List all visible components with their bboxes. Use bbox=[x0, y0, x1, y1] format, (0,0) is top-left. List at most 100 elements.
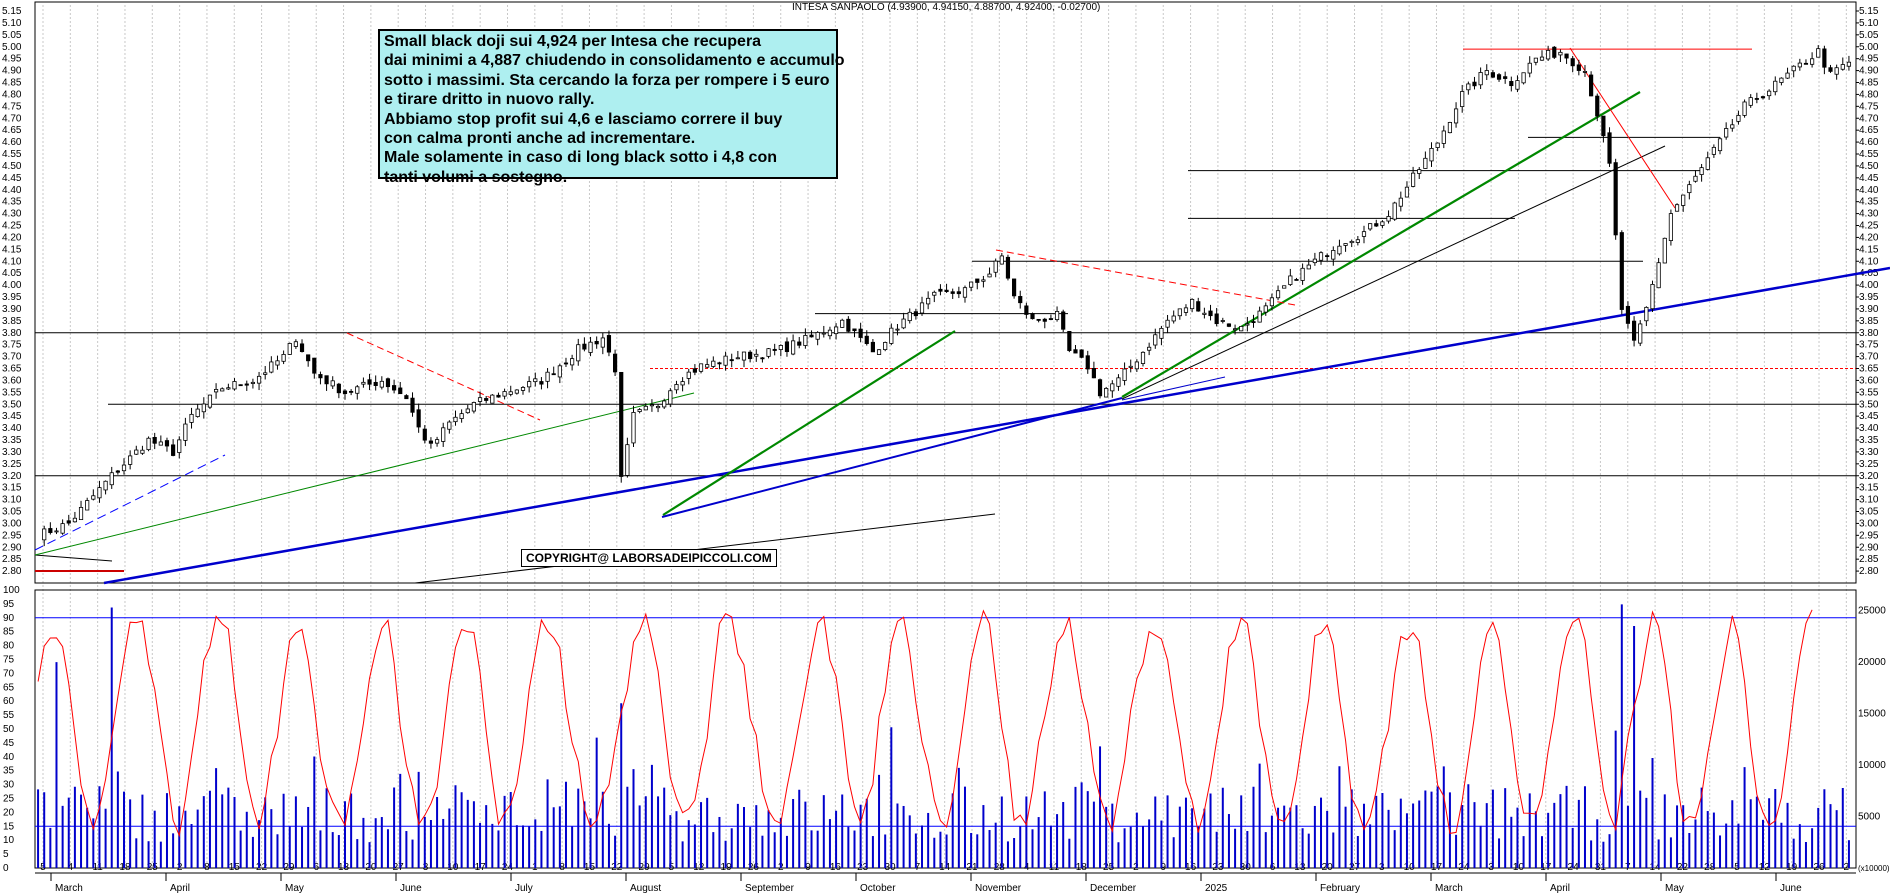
candle-body bbox=[1423, 157, 1428, 169]
candle-body bbox=[1337, 245, 1342, 255]
candle-body bbox=[1380, 221, 1385, 226]
trendline bbox=[1121, 91, 1641, 398]
price-tick-label-left: 4.45 bbox=[2, 173, 22, 184]
day-tick-label: 13 bbox=[338, 862, 350, 873]
price-tick-label-right: 3.65 bbox=[1859, 364, 1879, 375]
month-label: April bbox=[170, 883, 190, 894]
oscillator-tick-label: 60 bbox=[3, 696, 15, 707]
candle-body bbox=[1785, 72, 1790, 79]
candle-body bbox=[1711, 146, 1716, 155]
candle-body bbox=[797, 341, 802, 346]
note-line: tanti volumi a sostegno. bbox=[384, 168, 568, 186]
ohlc-readout: (4.93900, 4.94150, 4.88700, 4.92400, -0.… bbox=[887, 2, 1101, 13]
price-tick-label-left: 4.60 bbox=[2, 137, 22, 148]
note-line: e tirare dritto in nuovo rally. bbox=[384, 91, 595, 109]
analysis-note-box: Small black doji sui 4,924 per Intesa ch… bbox=[378, 29, 845, 186]
day-tick-label: 28 bbox=[1704, 862, 1716, 873]
candle-body bbox=[1343, 243, 1348, 246]
candle-body bbox=[705, 364, 710, 368]
price-tick-label-right: 4.55 bbox=[1859, 149, 1879, 160]
oscillator-tick-label: 40 bbox=[3, 752, 15, 763]
candle-body bbox=[1484, 70, 1489, 76]
price-tick-label-left: 2.90 bbox=[2, 542, 22, 553]
trendline bbox=[1121, 145, 1666, 400]
candle-body bbox=[981, 279, 986, 282]
day-tick-label: 31 bbox=[1595, 862, 1607, 873]
candle-body bbox=[1693, 175, 1698, 182]
candle-body bbox=[1097, 379, 1103, 397]
oscillator-tick-label: 35 bbox=[3, 766, 15, 777]
candle-body bbox=[1662, 237, 1667, 264]
candle-body bbox=[312, 357, 317, 374]
day-tick-label: 30 bbox=[1240, 862, 1252, 873]
instrument-name: INTESA SANPAOLO bbox=[792, 2, 885, 13]
price-tick-label-right: 4.05 bbox=[1859, 268, 1879, 279]
candle-body bbox=[1042, 318, 1047, 322]
volume-tick-label: 20000 bbox=[1858, 657, 1886, 668]
day-tick-label: 8 bbox=[559, 862, 565, 873]
volume-tick-label: 25000 bbox=[1858, 606, 1886, 617]
candle-body bbox=[1797, 62, 1802, 68]
candle-body bbox=[1533, 57, 1538, 63]
candle-body bbox=[459, 413, 464, 419]
oscillator-tick-label: 20 bbox=[3, 807, 15, 818]
candle-body bbox=[1417, 169, 1422, 174]
candle-body bbox=[588, 341, 593, 353]
candle-body bbox=[336, 383, 341, 394]
price-tick-label-left: 4.20 bbox=[2, 232, 22, 243]
candle-body bbox=[1361, 231, 1367, 237]
price-tick-label-right: 3.10 bbox=[1859, 495, 1879, 506]
price-tick-label-left: 3.70 bbox=[2, 352, 22, 363]
candle-body bbox=[1803, 62, 1809, 65]
trendline bbox=[103, 266, 1890, 585]
candle-body bbox=[398, 387, 403, 395]
oscillator-tick-label: 0 bbox=[3, 863, 9, 874]
price-tick-label-left: 3.30 bbox=[2, 447, 22, 458]
candle-body bbox=[1085, 355, 1090, 370]
candle-body bbox=[66, 520, 71, 524]
candle-body bbox=[674, 384, 679, 391]
price-tick-label-right: 3.50 bbox=[1859, 399, 1879, 410]
month-label: May bbox=[285, 883, 304, 894]
price-tick-label-left: 4.70 bbox=[2, 113, 22, 124]
price-tick-label-left: 2.95 bbox=[2, 530, 22, 541]
price-tick-label-right: 4.00 bbox=[1859, 280, 1879, 291]
oscillator-tick-label: 65 bbox=[3, 682, 15, 693]
day-tick-label: 9 bbox=[1160, 862, 1166, 873]
candle-body bbox=[1165, 319, 1170, 328]
price-tick-label-left: 3.35 bbox=[2, 435, 22, 446]
candle-body bbox=[508, 391, 513, 395]
candle-body bbox=[1773, 80, 1778, 93]
candle-body bbox=[183, 423, 188, 441]
day-tick-label: 24 bbox=[1458, 862, 1470, 873]
trendline bbox=[34, 392, 695, 556]
candle-body bbox=[1674, 204, 1680, 212]
candle-body bbox=[1570, 58, 1575, 67]
month-label: March bbox=[55, 883, 83, 894]
candle-body bbox=[791, 340, 796, 355]
note-line: Small black doji sui 4,924 per Intesa ch… bbox=[384, 33, 762, 50]
candle-body bbox=[1196, 301, 1201, 312]
candle-body bbox=[944, 289, 949, 293]
price-tick-label-right: 3.80 bbox=[1859, 328, 1879, 339]
price-tick-label-left: 3.40 bbox=[2, 423, 22, 434]
month-label: June bbox=[400, 883, 422, 894]
candle-body bbox=[1018, 296, 1023, 304]
candle-body bbox=[527, 381, 532, 388]
price-tick-label-right: 2.80 bbox=[1859, 566, 1879, 577]
candle-body bbox=[956, 291, 961, 295]
candle-body bbox=[447, 421, 452, 430]
day-tick-label: 25 bbox=[147, 862, 159, 873]
candle-body bbox=[1159, 327, 1164, 339]
price-panel-frame bbox=[34, 1, 1857, 584]
candle-body bbox=[1705, 157, 1710, 170]
candle-body bbox=[913, 311, 918, 317]
price-tick-label-left: 4.30 bbox=[2, 209, 22, 220]
volume-tick-label: 5000 bbox=[1858, 812, 1881, 823]
price-tick-label-right: 4.40 bbox=[1859, 185, 1879, 196]
price-tick-label-left: 4.75 bbox=[2, 101, 22, 112]
candle-body bbox=[164, 440, 170, 447]
candle-body bbox=[1435, 142, 1440, 148]
candle-body bbox=[1091, 368, 1096, 379]
candle-body bbox=[772, 348, 777, 351]
